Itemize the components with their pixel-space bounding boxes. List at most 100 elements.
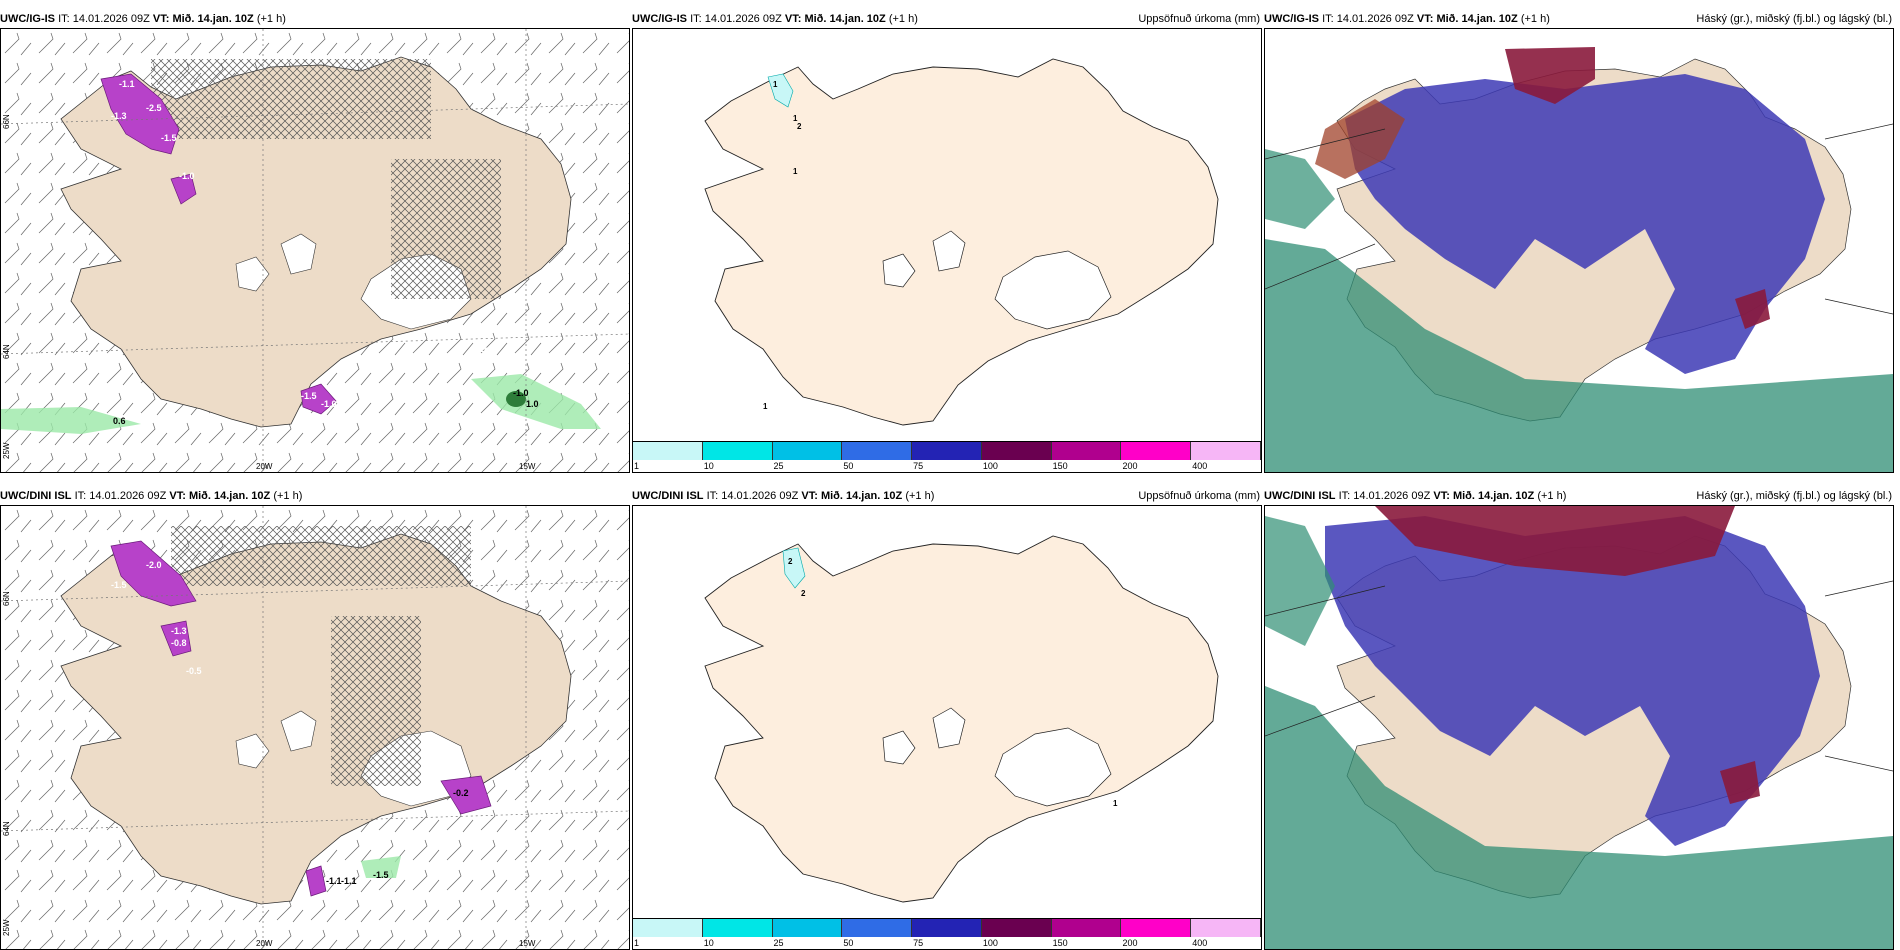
hatch-area-north — [151, 59, 431, 139]
svg-text:-1.0: -1.0 — [321, 399, 337, 409]
snow-snaefellsnes — [170, 173, 197, 205]
cloud-high-north — [1505, 47, 1595, 104]
legend-label: 50 — [843, 461, 854, 471]
svg-text:-1.5: -1.5 — [373, 870, 389, 880]
glacier-hofsjokull — [882, 730, 916, 765]
precip-legend: 1 10 25 50 75 100 150 200 400 — [633, 918, 1261, 949]
vt-label: VT: — [169, 490, 186, 502]
panel-precip-row2: UWC/DINI ISL IT: 14.01.2026 09Z VT: Mið.… — [632, 487, 1262, 950]
vt-label: VT: — [1416, 13, 1434, 25]
legend-label: 400 — [1192, 938, 1208, 948]
temp-labels-dark: 0.6 -1.0 1.0 — [113, 388, 539, 426]
svg-text:-1.3: -1.3 — [171, 626, 187, 636]
it-label: IT: — [690, 13, 702, 25]
vt-value: Mið. 14.jan. 10Z — [804, 13, 886, 25]
legend-label: 150 — [1052, 461, 1068, 471]
lead-time: (+1 h) — [1520, 13, 1550, 25]
svg-text:-2.0: -2.0 — [146, 560, 162, 570]
legend-label: 75 — [913, 938, 924, 948]
legend-swatch — [912, 919, 982, 937]
svg-text:-1.5: -1.5 — [111, 580, 127, 590]
legend-label: 25 — [773, 461, 784, 471]
border-line — [1265, 585, 1386, 617]
panel-header: UWC/IG-IS IT: 14.01.2026 09Z VT: Mið. 14… — [632, 10, 1262, 28]
legend-label: 50 — [843, 938, 854, 948]
vt-label: VT: — [152, 13, 170, 25]
svg-text:1: 1 — [793, 114, 798, 123]
it-label: IT: — [1338, 490, 1351, 502]
legend-label: 400 — [1192, 461, 1208, 471]
cloud-high-west — [1315, 99, 1405, 179]
legend-label: 150 — [1052, 938, 1068, 948]
precip-legend: 1 10 25 50 75 100 150 200 400 — [633, 441, 1261, 472]
green-south-band — [1, 407, 141, 434]
svg-text:-1.3: -1.3 — [111, 111, 127, 121]
glacier-langjokull — [280, 710, 317, 752]
glacier-hofsjokull — [882, 253, 916, 288]
border-line — [1265, 695, 1376, 737]
svg-text:2: 2 — [801, 589, 806, 598]
it-value: 14.01.2026 09Z — [721, 490, 799, 502]
glacier-langjokull — [932, 230, 966, 272]
snow-southeast — [440, 775, 492, 815]
panel-header: UWC/IG-IS IT: 14.01.2026 09Z VT: Mið. 14… — [0, 10, 630, 28]
panel-header: UWC/DINI ISL IT: 14.01.2026 09Z VT: Mið.… — [1264, 487, 1894, 505]
vt-label: VT: — [784, 13, 802, 25]
cloud-low-band — [1265, 686, 1893, 949]
svg-text:1: 1 — [793, 167, 798, 176]
panel-temp-row2: UWC/DINI ISL IT: 14.01.2026 09Z VT: Mið.… — [0, 487, 630, 950]
svg-text:-1.0: -1.0 — [513, 388, 529, 398]
legend-label: 75 — [913, 461, 924, 471]
it-label: IT: — [706, 490, 719, 502]
svg-text:-1.5: -1.5 — [161, 133, 177, 143]
map-clouds-row2 — [1264, 505, 1894, 950]
svg-text:1.0: 1.0 — [526, 399, 539, 409]
legend-swatch — [772, 442, 843, 460]
panel-temp-row1: UWC/IG-IS IT: 14.01.2026 09Z VT: Mið. 14… — [0, 10, 630, 473]
legend-label: 100 — [982, 938, 998, 948]
lead-time: (+1 h) — [888, 13, 918, 25]
cloud-mid-area — [1325, 516, 1820, 846]
glacier-vatnajokull — [994, 727, 1112, 807]
legend-label: 1 — [634, 461, 640, 471]
svg-text:-1.1: -1.1 — [326, 876, 342, 886]
legend-label: 25 — [773, 938, 784, 948]
it-label: IT: — [58, 13, 70, 25]
vt-label: VT: — [1433, 490, 1450, 502]
map-temp-row1: 66N 64N 25W 20W 15W -1.1 -2.5 -1.5 -1.0 … — [0, 28, 630, 473]
svg-text:-0.2: -0.2 — [453, 788, 469, 798]
lon-label-15w: 15W — [519, 939, 536, 948]
hatch-area-east — [391, 159, 501, 299]
legend-swatch — [702, 442, 773, 460]
temp-labels-dark: -1.1 -1.1 -1.5 -0.2 — [326, 788, 469, 886]
hatch-area-central — [331, 616, 421, 786]
precip-map-svg: 2 2 1 — [704, 535, 1219, 903]
panel-header: UWC/DINI ISL IT: 14.01.2026 09Z VT: Mið.… — [632, 487, 1262, 505]
vt-value: Mið. 14.jan. 10Z — [188, 490, 271, 502]
svg-text:-0.8: -0.8 — [171, 638, 187, 648]
lat-label-25w: 25W — [2, 442, 11, 459]
glacier-langjokull — [280, 233, 317, 275]
svg-text:-1.1: -1.1 — [119, 79, 135, 89]
temp-labels: -2.0 -1.5 -1.3 -0.8 -0.5 — [111, 560, 202, 676]
svg-text:-1.1: -1.1 — [341, 876, 357, 886]
clouds-map-svg — [1265, 29, 1893, 472]
map-temp-row2: 66N 64N 25W 20W 15W -2.0 -1.5 -1.3 -0.8 … — [0, 505, 630, 950]
vt-value: Mið. 14.jan. 10Z — [1436, 13, 1518, 25]
model-name: UWC/DINI ISL — [1264, 490, 1336, 502]
legend-label: 200 — [1122, 938, 1138, 948]
temp-labels: -1.1 -2.5 -1.5 -1.0 -1.3 -1.5 -1.0 -0.5 — [111, 79, 497, 409]
vt-value: Mið. 14.jan. 10Z — [820, 490, 903, 502]
svg-text:-1.5: -1.5 — [301, 391, 317, 401]
lat-label-66n: 66N — [2, 114, 11, 129]
model-name: UWC/IG-IS — [632, 13, 687, 25]
legend-swatch — [633, 919, 703, 937]
map-precip-row2: 2 2 1 1 10 25 50 75 100 150 200 400 — [632, 505, 1262, 950]
legend-swatch — [1051, 919, 1122, 937]
legend-swatch — [1121, 919, 1192, 937]
cloud-low-west — [1265, 149, 1335, 229]
vt-value: Mið. 14.jan. 10Z — [1452, 490, 1535, 502]
it-value: 14.01.2026 09Z — [704, 13, 782, 25]
map-clouds-row1 — [1264, 28, 1894, 473]
border-line — [1824, 123, 1893, 140]
